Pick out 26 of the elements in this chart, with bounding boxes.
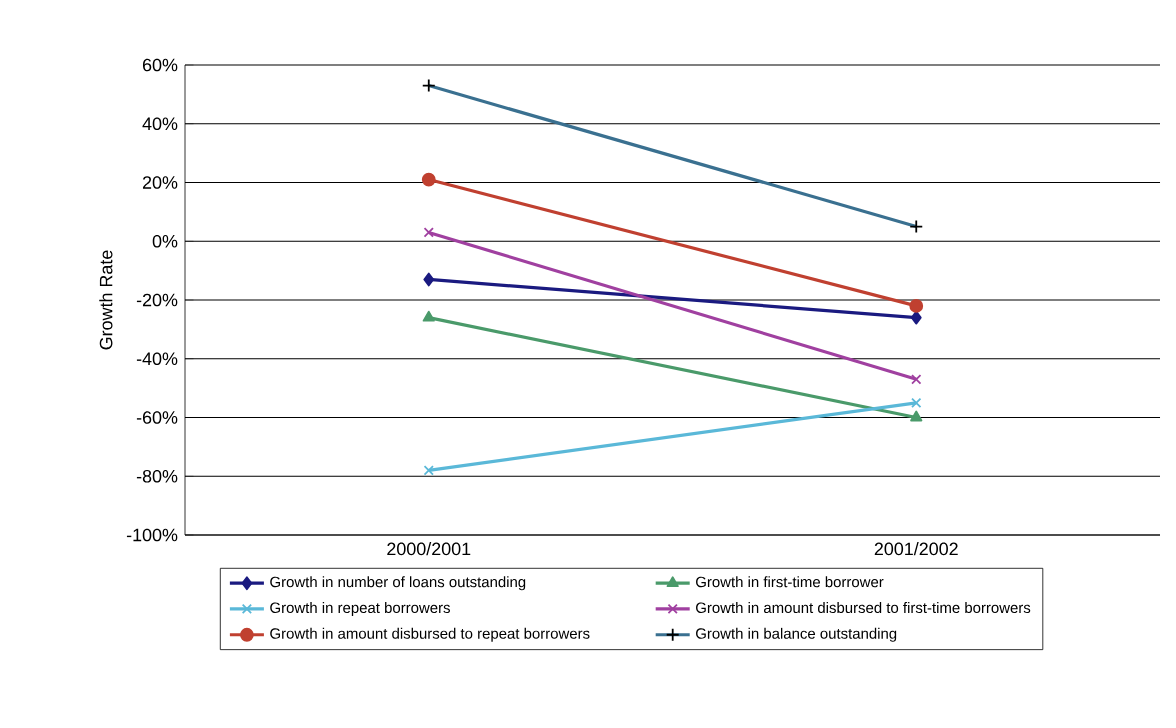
x-tick-label: 2001/2002 (874, 542, 958, 556)
y-tick-label: 0% (152, 234, 178, 248)
x-tick-label: 2000/2001 (387, 542, 471, 556)
point (909, 298, 924, 313)
y-tick-label: 20% (142, 176, 178, 189)
legend-label: Growth in first-time borrower (696, 576, 884, 588)
y-tick-label: -20% (136, 293, 178, 307)
y-axis-title: Growth Rate (99, 250, 113, 350)
y-tick-label: -40% (136, 352, 178, 366)
y-tick-label: -80% (136, 469, 178, 483)
point (423, 227, 434, 238)
y-tick-label: -60% (136, 411, 178, 424)
legend-label: Growth in amount disbursed to repeat borrowers (270, 627, 590, 642)
legend-label: Growth in balance outstanding (696, 627, 897, 642)
legend-label: Growth in amount disbursed to first-time borrowers (696, 602, 1031, 614)
point (911, 374, 922, 385)
legend-label: Growth in repeat borrowers (270, 602, 450, 616)
point (911, 397, 922, 408)
legend-label: Growth in number of loans outstanding (270, 576, 526, 591)
point (423, 465, 434, 476)
y-tick-label: -100% (126, 528, 178, 542)
point (910, 310, 922, 325)
y-tick-label: 40% (142, 117, 178, 131)
point (423, 272, 435, 287)
point (421, 172, 436, 187)
y-tick-label: 60% (142, 58, 178, 72)
